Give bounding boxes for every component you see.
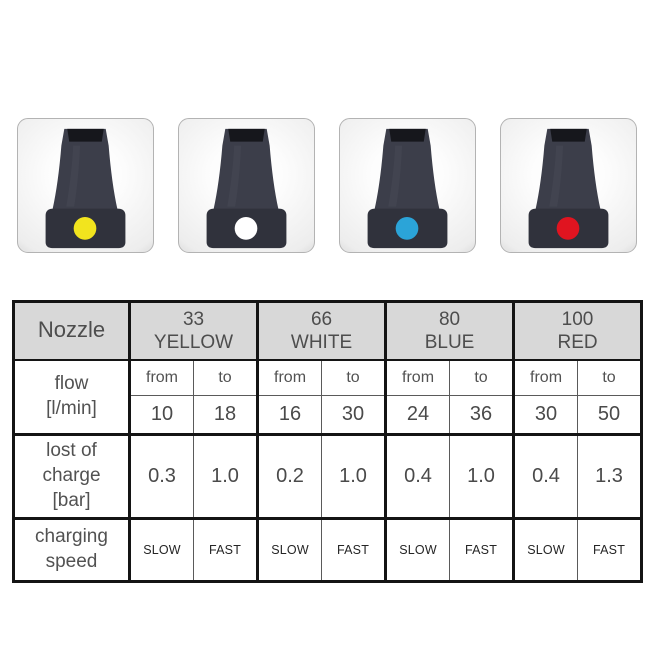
lost-label-line1: lost of bbox=[46, 440, 97, 462]
to-header: to bbox=[321, 359, 387, 396]
flow-value-cell: 30 bbox=[321, 395, 387, 435]
flow-value-cell: 24 bbox=[384, 395, 451, 435]
flow-value-cell: 16 bbox=[256, 395, 323, 435]
nozzle-slot bbox=[389, 128, 426, 142]
lost-label-line2: charge bbox=[42, 465, 101, 487]
flow-value-cell: 10 bbox=[128, 395, 194, 435]
from-header: from bbox=[512, 359, 579, 396]
to-header: to bbox=[192, 359, 259, 396]
flow-value-cell: 18 bbox=[192, 395, 259, 435]
nozzle-photo-33-yellow bbox=[17, 118, 154, 253]
speed-value-cell: FAST bbox=[577, 517, 643, 582]
lost-value-cell: 1.0 bbox=[321, 433, 387, 519]
flow-label-line1: flow bbox=[54, 373, 89, 395]
lost-label-line3: [bar] bbox=[52, 489, 91, 511]
header-cell-100-red: 100 RED bbox=[512, 301, 643, 361]
nozzle-body bbox=[52, 128, 118, 210]
nozzle-slot bbox=[67, 128, 104, 142]
nozzle-number: 33 bbox=[182, 308, 205, 330]
from-to-row: flow [l/min] from to from to from to fro… bbox=[13, 359, 643, 435]
from-header: from bbox=[256, 359, 323, 396]
header-cell-33-yellow: 33 YELLOW bbox=[127, 301, 259, 361]
header-cell-66-white: 66 WHITE bbox=[256, 301, 387, 361]
nozzle-spec-table: Nozzle 33 YELLOW 66 WHITE 80 BLUE 100 RE… bbox=[12, 300, 644, 583]
nozzle-body bbox=[374, 128, 440, 210]
nozzle-photo-66-white bbox=[178, 118, 315, 253]
lost-value-cell: 1.0 bbox=[192, 433, 259, 519]
nozzle-slot bbox=[228, 128, 265, 142]
speed-value-cell: SLOW bbox=[256, 517, 323, 582]
nozzle-color-name: RED bbox=[557, 331, 598, 353]
nozzle-color-dot bbox=[73, 217, 97, 240]
lost-value-cell: 0.3 bbox=[128, 433, 194, 519]
lost-value-cell: 0.4 bbox=[512, 433, 579, 519]
lost-value-cell: 1.3 bbox=[577, 433, 643, 519]
lost-of-charge-label-cell: lost of charge [bar] bbox=[13, 433, 130, 519]
flow-value-cell: 36 bbox=[449, 395, 515, 435]
nozzle-33-yellow-image bbox=[45, 128, 126, 249]
from-header: from bbox=[384, 359, 451, 396]
nozzle-highlight bbox=[66, 145, 81, 207]
nozzle-number: 80 bbox=[438, 308, 461, 330]
speed-value-cell: SLOW bbox=[128, 517, 194, 582]
corner-cell: Nozzle bbox=[13, 301, 130, 361]
nozzle-photo-row bbox=[17, 118, 637, 253]
speed-value-cell: SLOW bbox=[384, 517, 451, 582]
charging-speed-label-cell: charging speed bbox=[13, 517, 130, 582]
speed-label-line2: speed bbox=[45, 551, 98, 572]
to-header: to bbox=[449, 359, 515, 396]
nozzle-body bbox=[535, 128, 601, 210]
nozzle-color-name: WHITE bbox=[290, 331, 353, 353]
flow-label-line2: [l/min] bbox=[46, 397, 97, 419]
nozzle-color-name: BLUE bbox=[424, 331, 475, 353]
nozzle-highlight bbox=[227, 145, 242, 207]
speed-value-cell: SLOW bbox=[512, 517, 579, 582]
lost-value-cell: 1.0 bbox=[449, 433, 515, 519]
speed-value-cell: FAST bbox=[192, 517, 259, 582]
nozzle-100-red-image bbox=[528, 128, 609, 249]
to-header: to bbox=[577, 359, 643, 396]
lost-of-charge-row: lost of charge [bar] 0.3 1.0 0.2 1.0 0.4… bbox=[13, 433, 643, 519]
nozzle-color-name: YELLOW bbox=[153, 331, 234, 353]
speed-label-line1: charging bbox=[35, 526, 108, 548]
flow-label-cell: flow [l/min] bbox=[13, 359, 130, 435]
nozzle-slot bbox=[550, 128, 587, 142]
nozzle-number: 100 bbox=[561, 308, 594, 330]
lost-value-cell: 0.4 bbox=[384, 433, 451, 519]
header-cell-80-blue: 80 BLUE bbox=[384, 301, 515, 361]
nozzle-80-blue-image bbox=[367, 128, 448, 249]
lost-value-cell: 0.2 bbox=[256, 433, 323, 519]
nozzle-color-dot bbox=[395, 217, 419, 240]
nozzle-66-white-image bbox=[206, 128, 287, 249]
nozzle-number: 66 bbox=[310, 308, 333, 330]
speed-value-cell: FAST bbox=[449, 517, 515, 582]
nozzle-highlight bbox=[388, 145, 403, 207]
speed-value-cell: FAST bbox=[321, 517, 387, 582]
flow-value-cell: 30 bbox=[512, 395, 579, 435]
table-header-row: Nozzle 33 YELLOW 66 WHITE 80 BLUE 100 RE… bbox=[13, 301, 643, 361]
nozzle-highlight bbox=[549, 145, 564, 207]
from-header: from bbox=[128, 359, 194, 396]
nozzle-photo-80-blue bbox=[339, 118, 476, 253]
charging-speed-row: charging speed SLOW FAST SLOW FAST SLOW … bbox=[13, 517, 643, 582]
nozzle-photo-100-red bbox=[500, 118, 637, 253]
flow-value-cell: 50 bbox=[577, 395, 643, 435]
nozzle-color-dot bbox=[234, 217, 258, 240]
nozzle-body bbox=[213, 128, 279, 210]
nozzle-color-dot bbox=[556, 217, 580, 240]
